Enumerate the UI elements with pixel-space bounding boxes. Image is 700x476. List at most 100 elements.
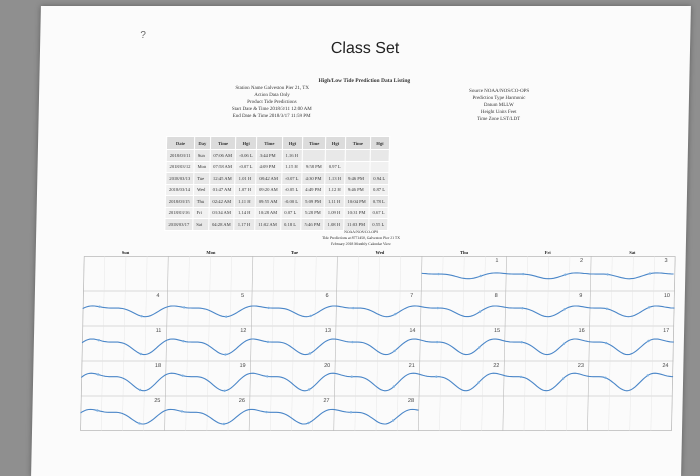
table-cell: 9:46 PM	[344, 172, 370, 184]
day-number: 28	[407, 398, 415, 404]
table-cell: Tue	[193, 172, 210, 184]
table-cell	[344, 161, 371, 173]
tide-point	[563, 308, 566, 311]
day-number: 1	[495, 258, 499, 264]
prediction-type: Prediction Type Harmonic	[472, 96, 526, 101]
table-row: 2018/03/15 Thu 02:42 AM 1.11 H 09:55 AM -0.00…	[165, 195, 389, 207]
calendar-hour-line	[291, 256, 296, 431]
table-header-1: Day	[194, 136, 211, 150]
table-cell: -0.06 L	[235, 149, 257, 161]
tide-point	[223, 389, 226, 393]
calendar-grid	[80, 256, 676, 431]
table-cell: 07:58 AM	[209, 161, 236, 173]
tide-point	[267, 306, 270, 310]
table-cell: 2018/03/11	[166, 149, 195, 161]
table-cell: 2018/03/13	[165, 172, 194, 184]
tide-point	[435, 375, 438, 378]
day-number: 14	[409, 328, 416, 334]
table-cell: 07:06 AM	[209, 149, 236, 161]
start-date: Start Date & Time 2018/3/11 12:00 AM	[231, 107, 312, 112]
tide-point	[307, 388, 311, 391]
day-number: 13	[324, 328, 332, 334]
tide-point	[648, 272, 652, 275]
calendar-col-line	[587, 256, 592, 431]
table-cell: Thu	[193, 195, 210, 207]
table-cell: 03:34 AM	[208, 207, 235, 219]
datum: Datum MLLW	[483, 103, 514, 108]
table-row: 2018/03/14 Wed 01:47 AM 1.07 H 09:20 AM -0.05…	[165, 184, 389, 196]
tide-point	[181, 374, 184, 377]
tide-curve	[80, 372, 674, 392]
tide-point	[182, 306, 186, 309]
table-cell: 12:45 AM	[209, 172, 236, 184]
tide-point	[647, 339, 650, 343]
calendar-hour-line	[566, 256, 571, 431]
table-cell: 1.13 H	[324, 172, 345, 184]
table-header-7: Hgt	[325, 136, 346, 150]
day-of-week-label: Sat	[629, 250, 636, 255]
table-cell: 2018/03/14	[165, 184, 194, 196]
calendar-hour-line	[143, 256, 148, 431]
table-cell: 10:28 AM	[254, 207, 281, 219]
day-number: 21	[408, 363, 415, 369]
tide-point	[391, 419, 395, 422]
day-number: 17	[663, 328, 670, 334]
tide-point	[520, 341, 523, 344]
calendar-source: NOAA/NOS/CO-OPS	[344, 230, 379, 234]
tide-point	[265, 410, 268, 414]
tide-point	[96, 409, 99, 412]
tide-point	[521, 272, 525, 276]
table-row: 2018/03/13 Tue 12:45 AM 1.01 H 08:42 AM -0.07…	[165, 172, 389, 184]
calendar-hour-line	[650, 256, 655, 431]
tide-point	[138, 422, 141, 425]
table-cell: 2018/03/12	[165, 161, 195, 173]
calendar-hour-line	[270, 256, 275, 431]
tide-point	[97, 339, 101, 342]
table-cell: 2018/03/16	[164, 207, 194, 219]
calendar-col-line	[418, 256, 423, 431]
action: Action Data Only	[254, 93, 290, 98]
day-of-week-label: Tue	[290, 250, 299, 255]
day-number: 22	[493, 363, 500, 369]
tide-point	[350, 375, 353, 378]
table-header-3: Hgt	[235, 136, 257, 150]
time-zone: Time Zone LST/LDT	[476, 117, 521, 122]
day-number: 15	[493, 328, 501, 334]
tide-point	[222, 422, 226, 426]
table-cell: 9:58 PM	[302, 161, 326, 173]
table-cell: 11:02 AM	[254, 218, 281, 230]
tide-point	[225, 315, 228, 318]
table-cell: -0.07 L	[281, 172, 303, 184]
day-of-week-label: Wed	[375, 250, 385, 255]
tide-point	[604, 341, 608, 345]
day-number: 2	[579, 258, 584, 264]
tide-point	[394, 312, 397, 316]
day-of-week-label: Sun	[121, 250, 130, 255]
table-cell: 1.01 H	[235, 172, 256, 184]
tide-point	[266, 375, 269, 378]
day-number: 20	[324, 363, 331, 369]
day-of-week-label: Thu	[460, 250, 469, 255]
table-cell: 1.16 H	[281, 149, 303, 161]
tide-point	[564, 273, 567, 276]
table-row: 2018/03/11 Sun 07:06 AM -0.06 L 3:44 PM 1.16 …	[166, 149, 390, 161]
tide-point	[646, 374, 649, 377]
table-cell: 0.55 L	[368, 218, 388, 230]
calendar-hour-line	[460, 256, 465, 431]
table-cell: Sat	[192, 218, 209, 230]
table-cell: 04:28 AM	[208, 218, 235, 230]
day-number: 24	[662, 363, 669, 369]
tide-point	[436, 306, 439, 310]
day-of-week-label: Fri	[544, 250, 551, 255]
table-cell: 9:46 PM	[344, 184, 370, 196]
tide-point	[477, 381, 480, 384]
tide-curve	[80, 408, 419, 425]
calendar-col-line	[502, 256, 507, 431]
table-cell: 10:04 PM	[343, 195, 370, 207]
tide-point	[309, 314, 312, 318]
table-cell: 0.07 L	[280, 207, 302, 219]
table-cell	[302, 149, 326, 161]
table-cell: 0.97 L	[325, 161, 345, 173]
table-cell	[325, 149, 346, 161]
table-cell: Fri	[192, 207, 209, 219]
